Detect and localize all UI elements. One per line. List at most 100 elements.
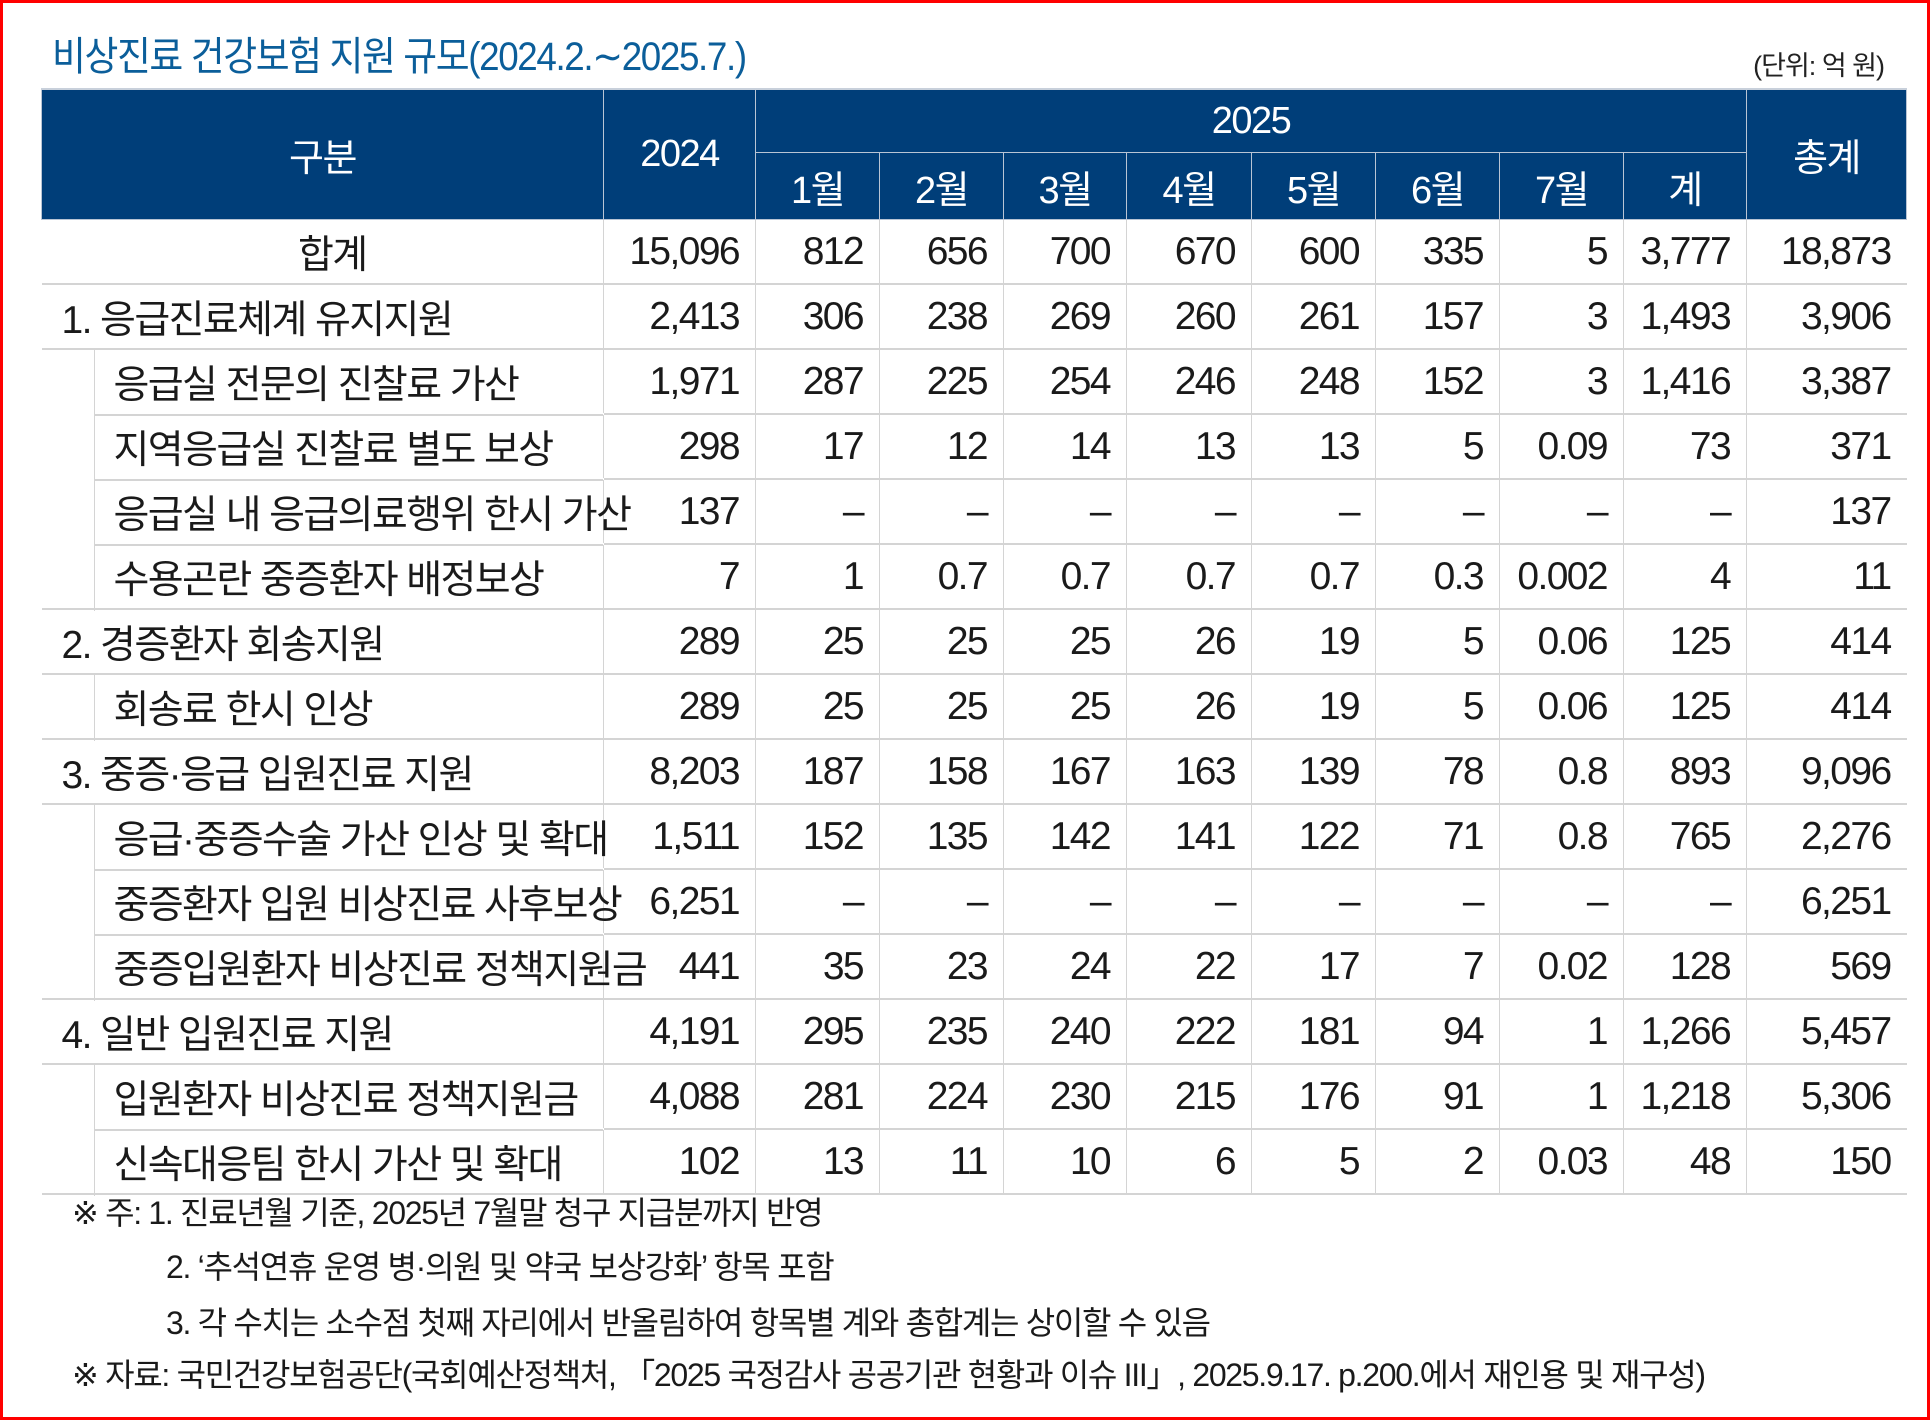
value-cell: 7 (1375, 934, 1500, 1000)
value-cell: 6,251 (603, 869, 756, 935)
value-cell: 25 (1003, 674, 1127, 740)
value-cell: 238 (879, 284, 1004, 350)
value-cell: 4,088 (603, 1064, 756, 1130)
value-cell: 1 (1499, 999, 1624, 1065)
value-cell: 26 (1126, 609, 1252, 675)
header-month-5: 5월 (1251, 152, 1376, 220)
value-cell: 11 (879, 1129, 1004, 1195)
value-cell: – (1126, 869, 1252, 935)
value-cell: – (879, 869, 1004, 935)
row-label: 4. 일반 입원진료 지원 (61, 1013, 395, 1057)
value-cell: 17 (755, 414, 880, 480)
value-cell: 22 (1126, 934, 1252, 1000)
row-label: 2. 경증환자 회송지원 (61, 623, 386, 667)
value-cell: 3,906 (1746, 284, 1907, 350)
value-cell: 19 (1251, 609, 1376, 675)
value-cell: 1,266 (1622, 999, 1748, 1065)
value-cell: 13 (755, 1129, 880, 1195)
value-cell: 13 (1251, 414, 1376, 480)
header-month-2: 2월 (879, 152, 1004, 220)
table-row: 합계 15,096 812 656 700 670 600 335 5 3,777 18,873 (41, 219, 1907, 285)
value-cell: 25 (879, 609, 1004, 675)
row-label: 합계 (297, 233, 368, 277)
row-label: 응급·중증수술 가산 인상 및 확대 (113, 818, 610, 862)
value-cell: – (1375, 479, 1500, 545)
value-cell: 3,777 (1622, 219, 1748, 285)
row-label-cell: 3. 중증·응급 입원진료 지원 (41, 739, 604, 805)
value-cell: 150 (1746, 1129, 1907, 1195)
value-cell: – (1622, 479, 1748, 545)
value-cell: 0.7 (1126, 544, 1252, 610)
table-row: 응급실 전문의 진찰료 가산 1,971 287 225 254 246 248 152 3 1,… (41, 347, 1907, 416)
value-cell: 0.7 (879, 544, 1004, 610)
value-cell: 4 (1622, 544, 1748, 610)
support-table: 구분 2024 2025 총계 1월 2월 3월 4월 5월 6월 7월 계 합… (41, 88, 1908, 1195)
table-title: 비상진료 건강보험 지원 규모(2024.2.∼2025.7.) (52, 35, 747, 79)
table-row: 중증입원환자 비상진료 정책지원금 441 35 23 24 22 17 7 0.02 128 56… (41, 932, 1907, 1000)
row-label-cell: 회송료 한시 인상 (41, 672, 604, 740)
value-cell: 0.7 (1003, 544, 1127, 610)
header-month-6: 6월 (1375, 152, 1500, 220)
value-cell: 306 (755, 284, 880, 350)
row-label: 응급실 전문의 진찰료 가산 (113, 363, 520, 407)
value-cell: 7 (603, 544, 756, 610)
table-row: 회송료 한시 인상 289 25 25 25 26 19 5 0.06 125 414 (41, 672, 1907, 740)
value-cell: 14 (1003, 414, 1127, 480)
value-cell: 287 (755, 349, 880, 415)
value-cell: 137 (603, 479, 756, 545)
value-cell: 224 (879, 1064, 1004, 1130)
value-cell: 0.002 (1499, 544, 1624, 610)
value-cell: 1,511 (603, 804, 756, 870)
value-cell: 0.8 (1499, 739, 1624, 805)
table-row: 중증환자 입원 비상진료 사후보상 6,251– – – – – – – –6,251 (41, 867, 1907, 936)
value-cell: 765 (1622, 804, 1748, 870)
value-cell: 0.03 (1499, 1129, 1624, 1195)
row-label-cell: 신속대응팀 한시 가산 및 확대 (41, 1127, 604, 1195)
row-label: 중증입원환자 비상진료 정책지원금 (113, 948, 648, 992)
value-cell: 73 (1622, 414, 1748, 480)
source-note: ※ 자료: 국민건강보험공단(국회예산정책처, 「2025 국정감사 공공기관 … (72, 1357, 1706, 1393)
value-cell: 181 (1251, 999, 1376, 1065)
value-cell: – (1375, 869, 1500, 935)
value-cell: 1,493 (1622, 284, 1748, 350)
value-cell: 137 (1746, 479, 1907, 545)
value-cell: 139 (1251, 739, 1376, 805)
value-cell: – (1251, 479, 1376, 545)
value-cell: 15,096 (603, 219, 756, 285)
value-cell: 176 (1251, 1064, 1376, 1130)
value-cell: 10 (1003, 1129, 1127, 1195)
value-cell: 91 (1375, 1064, 1500, 1130)
table-row: 1. 응급진료체계 유지지원 2,413 306 238 269 260 261 157 3 1,… (41, 284, 1907, 350)
value-cell: 414 (1746, 609, 1907, 675)
value-cell: – (755, 869, 880, 935)
value-cell: 1,218 (1622, 1064, 1748, 1130)
header-subtotal: 계 (1622, 152, 1748, 220)
table-row: 응급실 내 응급의료행위 한시 가산 137– – – – – – – –137 (41, 477, 1907, 546)
table-row: 지역응급실 진찰료 별도 보상 298 17 12 14 13 13 5 0.09 73 371 (41, 412, 1907, 481)
value-cell: 215 (1126, 1064, 1252, 1130)
header-total: 총계 (1746, 88, 1908, 220)
header-2025: 2025 (754, 88, 1748, 153)
value-cell: 11 (1746, 544, 1907, 610)
row-label-cell: 중증입원환자 비상진료 정책지원금 (41, 932, 648, 1000)
table-body: 합계 15,096 812 656 700 670 600 335 5 3,777 18,873 1.… (41, 219, 1907, 1195)
value-cell: 240 (1003, 999, 1127, 1065)
value-cell: 2 (1375, 1129, 1500, 1195)
table-row: 응급·중증수술 가산 인상 및 확대 1,511 152 135 142 141 122 71… (41, 802, 1907, 871)
value-cell: 230 (1003, 1064, 1127, 1130)
value-cell: 23 (879, 934, 1004, 1000)
row-label: 1. 응급진료체계 유지지원 (61, 298, 454, 342)
value-cell: – (755, 479, 880, 545)
value-cell: 5 (1499, 219, 1624, 285)
value-cell: 125 (1622, 609, 1748, 675)
value-cell: 289 (603, 674, 756, 740)
value-cell: 0.09 (1499, 414, 1624, 480)
value-cell: 656 (879, 219, 1004, 285)
value-cell: 25 (755, 609, 880, 675)
value-cell: 222 (1126, 999, 1252, 1065)
value-cell: 0.06 (1499, 609, 1624, 675)
value-cell: – (1251, 869, 1376, 935)
value-cell: 261 (1251, 284, 1376, 350)
value-cell: 371 (1746, 414, 1907, 480)
value-cell: 246 (1126, 349, 1252, 415)
